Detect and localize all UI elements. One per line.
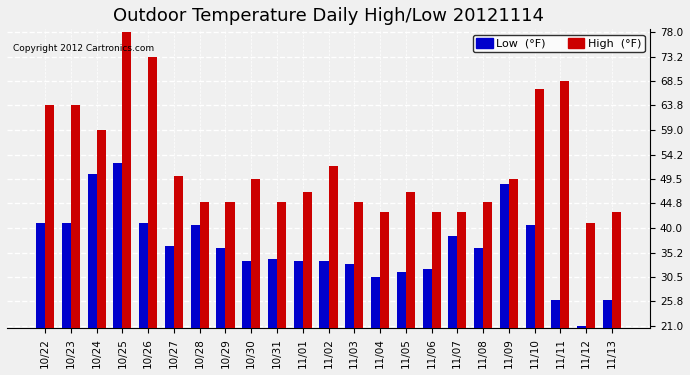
Bar — [88, 174, 97, 375]
Bar — [199, 202, 209, 375]
Bar — [122, 32, 132, 375]
Bar — [113, 164, 122, 375]
Bar — [277, 202, 286, 375]
Bar — [226, 202, 235, 375]
Bar — [397, 272, 406, 375]
Bar — [62, 223, 71, 375]
Bar — [457, 212, 466, 375]
Bar — [535, 88, 544, 375]
Bar — [509, 179, 518, 375]
Bar — [319, 261, 328, 375]
Bar — [431, 212, 440, 375]
Bar — [251, 179, 260, 375]
Bar — [380, 212, 389, 375]
Bar — [500, 184, 509, 375]
Bar — [217, 248, 226, 375]
Title: Outdoor Temperature Daily High/Low 20121114: Outdoor Temperature Daily High/Low 20121… — [113, 7, 544, 25]
Bar — [577, 326, 586, 375]
Bar — [268, 259, 277, 375]
Bar — [551, 300, 560, 375]
Bar — [148, 57, 157, 375]
Bar — [303, 192, 312, 375]
Bar — [612, 212, 621, 375]
Bar — [483, 202, 492, 375]
Bar — [36, 223, 45, 375]
Bar — [165, 246, 174, 375]
Bar — [422, 269, 431, 375]
Bar — [139, 223, 148, 375]
Bar — [406, 192, 415, 375]
Bar — [71, 105, 80, 375]
Bar — [345, 264, 354, 375]
Bar — [560, 81, 569, 375]
Bar — [45, 105, 55, 375]
Bar — [294, 261, 303, 375]
Bar — [603, 300, 612, 375]
Text: Copyright 2012 Cartronics.com: Copyright 2012 Cartronics.com — [13, 44, 155, 53]
Bar — [526, 225, 535, 375]
Bar — [586, 223, 595, 375]
Bar — [448, 236, 457, 375]
Bar — [190, 225, 199, 375]
Bar — [371, 277, 380, 375]
Bar — [474, 248, 483, 375]
Bar — [242, 261, 251, 375]
Legend: Low  (°F), High  (°F): Low (°F), High (°F) — [473, 35, 644, 52]
Bar — [97, 130, 106, 375]
Bar — [354, 202, 364, 375]
Bar — [174, 176, 183, 375]
Bar — [328, 166, 337, 375]
